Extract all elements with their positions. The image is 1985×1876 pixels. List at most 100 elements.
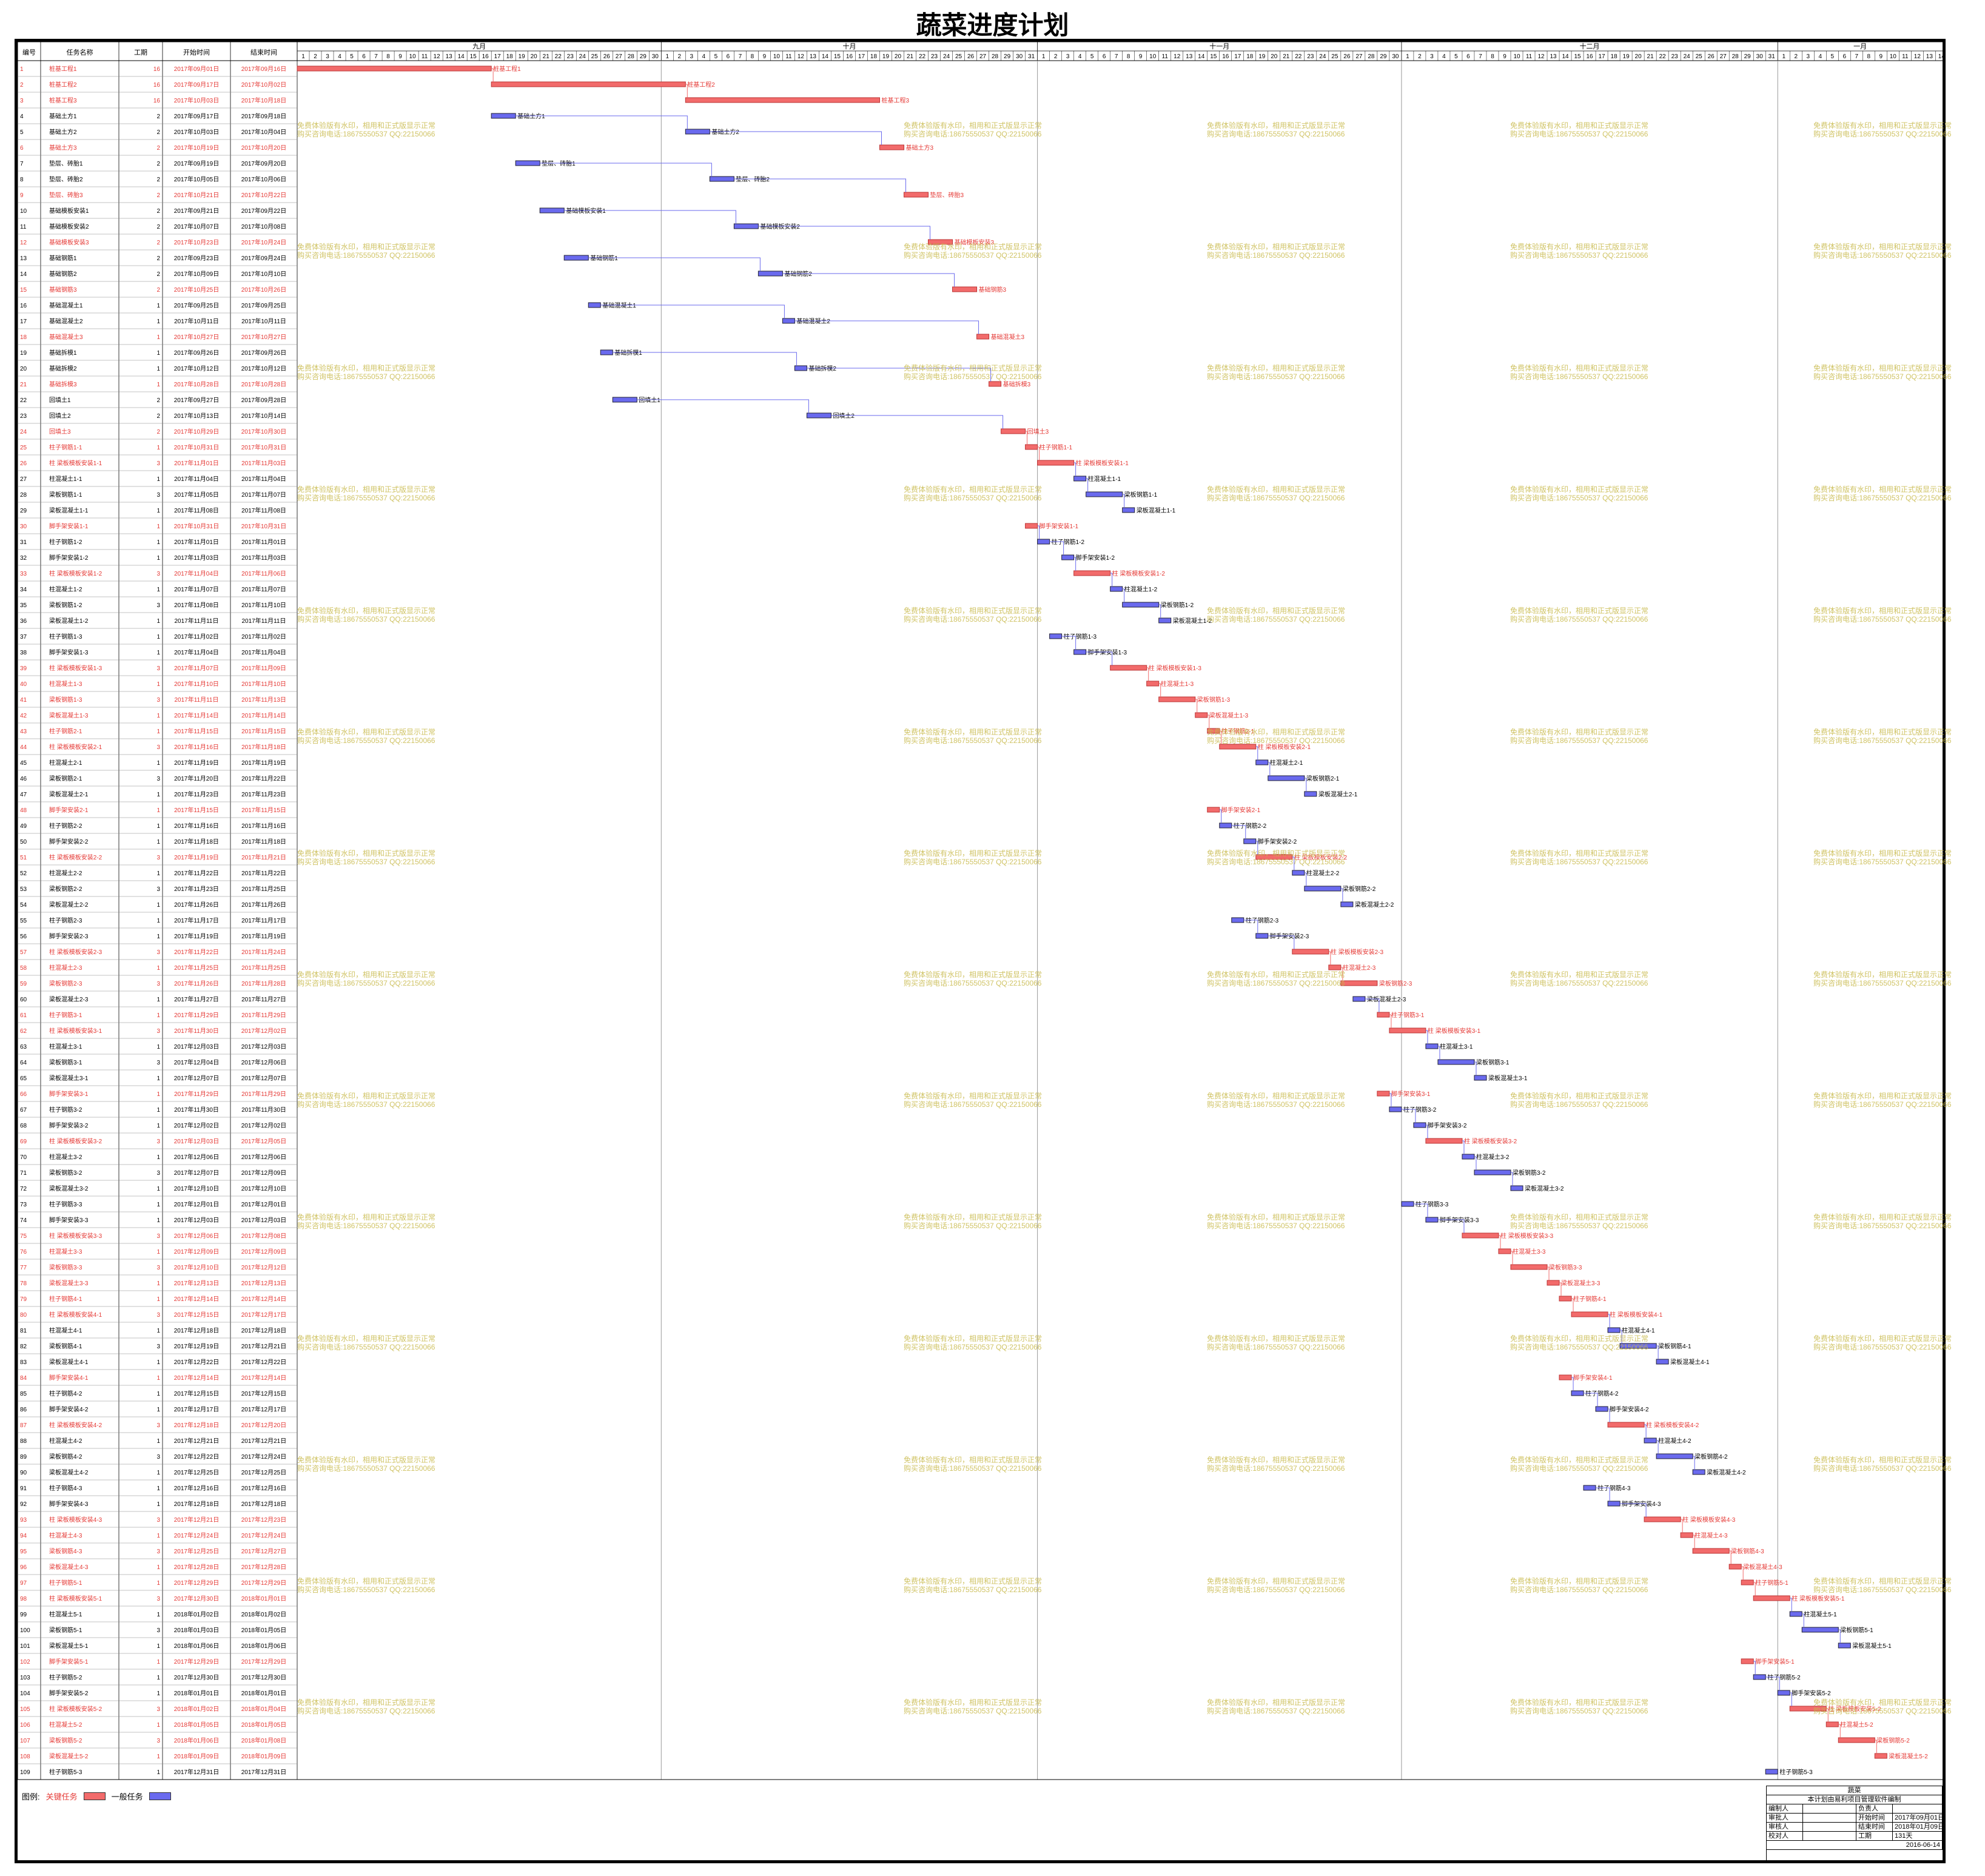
task-end: 2017年12月29日 bbox=[241, 1658, 287, 1666]
task-id: 30 bbox=[20, 523, 27, 530]
bar-label: 柱子钢筋5-2 bbox=[1767, 1673, 1801, 1681]
task-end: 2017年12月24日 bbox=[241, 1453, 287, 1461]
task-name: 梁板钢筋5-1 bbox=[49, 1626, 82, 1634]
dependency-connector bbox=[1559, 1282, 1562, 1296]
bar-label: 柱 梁板模板安装4-3 bbox=[1682, 1516, 1736, 1524]
day-label: 19 bbox=[519, 53, 526, 60]
bar-label: 柱子钢筋4-2 bbox=[1585, 1390, 1619, 1397]
task-id: 1 bbox=[20, 66, 24, 73]
task-start: 2017年11月18日 bbox=[174, 838, 219, 846]
title-block-company: 蔬菜 bbox=[1767, 1786, 1943, 1795]
dependency-connector bbox=[710, 131, 882, 145]
task-id: 14 bbox=[20, 271, 27, 278]
bar-label: 梁板钢筋3-2 bbox=[1513, 1169, 1546, 1177]
day-label: 20 bbox=[895, 53, 902, 60]
task-duration: 1 bbox=[156, 1375, 160, 1382]
bar-label: 柱混凝土5-1 bbox=[1804, 1610, 1837, 1618]
bar-label: 基础土方3 bbox=[906, 144, 934, 152]
tb-cell: 审核人 bbox=[1767, 1823, 1803, 1831]
task-start: 2017年09月21日 bbox=[174, 207, 220, 215]
gantt-bar bbox=[563, 255, 589, 261]
task-start: 2017年12月17日 bbox=[174, 1405, 220, 1413]
task-duration: 1 bbox=[156, 303, 160, 309]
task-duration: 3 bbox=[156, 1312, 160, 1319]
task-start: 2017年09月25日 bbox=[174, 301, 220, 309]
task-start: 2017年09月23日 bbox=[174, 254, 220, 262]
gantt-bar bbox=[1474, 1075, 1487, 1081]
task-end: 2017年10月12日 bbox=[241, 365, 287, 372]
task-duration: 1 bbox=[156, 350, 160, 357]
bar-label: 柱 梁板模板安装2-3 bbox=[1331, 948, 1384, 956]
task-start: 2017年10月27日 bbox=[174, 333, 220, 341]
task-start: 2017年12月16日 bbox=[174, 1484, 220, 1492]
gantt-bar bbox=[1680, 1532, 1693, 1538]
gantt-bar bbox=[1158, 696, 1196, 702]
task-duration: 1 bbox=[156, 1643, 160, 1650]
gantt-bar bbox=[588, 302, 601, 308]
day-label: 10 bbox=[773, 53, 781, 60]
task-start: 2017年10月09日 bbox=[174, 270, 220, 278]
task-duration: 3 bbox=[156, 1596, 160, 1602]
task-id: 88 bbox=[20, 1438, 27, 1445]
task-id: 92 bbox=[20, 1501, 27, 1508]
task-start: 2017年12月02日 bbox=[174, 1121, 220, 1129]
task-end: 2017年09月20日 bbox=[241, 160, 287, 167]
gantt-bar bbox=[1219, 744, 1257, 750]
gantt-bar bbox=[976, 334, 990, 340]
gantt-bar bbox=[1571, 1390, 1584, 1396]
bar-label: 梁板混凝土4-2 bbox=[1707, 1468, 1746, 1476]
task-name: 梁板钢筋1-3 bbox=[49, 696, 82, 704]
task-end: 2017年11月21日 bbox=[241, 853, 286, 861]
task-duration: 2 bbox=[156, 161, 160, 167]
task-end: 2017年11月03日 bbox=[241, 459, 286, 467]
task-duration: 1 bbox=[156, 792, 160, 798]
bar-label: 脚手架安装5-2 bbox=[1792, 1689, 1831, 1697]
task-name: 脚手架安装3-2 bbox=[49, 1121, 89, 1129]
day-label: 18 bbox=[1611, 53, 1618, 60]
gantt-bar bbox=[1547, 1280, 1560, 1286]
dependency-connector bbox=[1584, 1393, 1598, 1407]
task-duration: 1 bbox=[156, 523, 160, 530]
task-duration: 1 bbox=[156, 1123, 160, 1129]
task-duration: 1 bbox=[156, 760, 160, 767]
task-duration: 1 bbox=[156, 1580, 160, 1587]
dependency-connector bbox=[1729, 1550, 1731, 1564]
task-name: 基础土方3 bbox=[49, 144, 77, 152]
task-id: 78 bbox=[20, 1280, 27, 1287]
dependency-connector bbox=[1571, 1298, 1574, 1312]
bar-label: 柱子钢筋4-1 bbox=[1573, 1295, 1607, 1303]
task-start: 2017年11月30日 bbox=[174, 1106, 219, 1114]
task-duration: 2 bbox=[156, 255, 160, 262]
bar-label: 梁板钢筋4-1 bbox=[1658, 1342, 1691, 1350]
task-name: 梁板混凝土1-1 bbox=[49, 506, 89, 514]
bar-label: 柱混凝土4-1 bbox=[1622, 1326, 1655, 1334]
task-start: 2017年11月05日 bbox=[174, 491, 219, 499]
task-name: 桩基工程1 bbox=[49, 65, 77, 73]
task-duration: 1 bbox=[156, 728, 160, 735]
task-end: 2017年12月22日 bbox=[241, 1358, 287, 1366]
bar-label: 柱混凝土2-1 bbox=[1270, 759, 1303, 767]
task-duration: 1 bbox=[156, 1328, 160, 1334]
dependency-connector bbox=[1826, 1708, 1829, 1722]
task-duration: 1 bbox=[156, 445, 160, 451]
task-name: 基础拆模2 bbox=[49, 365, 77, 372]
task-duration: 3 bbox=[156, 981, 160, 987]
gantt-bar bbox=[1607, 1501, 1621, 1507]
dependency-connector bbox=[1437, 1219, 1465, 1233]
bar-label: 柱混凝土2-3 bbox=[1343, 964, 1376, 972]
task-duration: 3 bbox=[156, 1028, 160, 1035]
task-name: 基础模板安装3 bbox=[49, 238, 89, 246]
bar-label: 柱混凝土1-2 bbox=[1124, 585, 1158, 593]
task-id: 67 bbox=[20, 1107, 27, 1114]
day-label: 11 bbox=[785, 53, 792, 60]
task-end: 2017年12月03日 bbox=[241, 1216, 287, 1224]
dependency-connector bbox=[1268, 762, 1271, 776]
task-name: 脚手架安装2-1 bbox=[49, 806, 89, 814]
gantt-bar bbox=[1061, 554, 1075, 560]
legend-normal-label: 一般任务 bbox=[111, 1792, 143, 1801]
dependency-connector bbox=[1219, 809, 1222, 823]
day-label: 25 bbox=[1331, 53, 1338, 60]
dependency-connector bbox=[516, 115, 688, 129]
task-start: 2017年10月05日 bbox=[174, 175, 220, 183]
gantt-bar bbox=[1122, 507, 1135, 513]
